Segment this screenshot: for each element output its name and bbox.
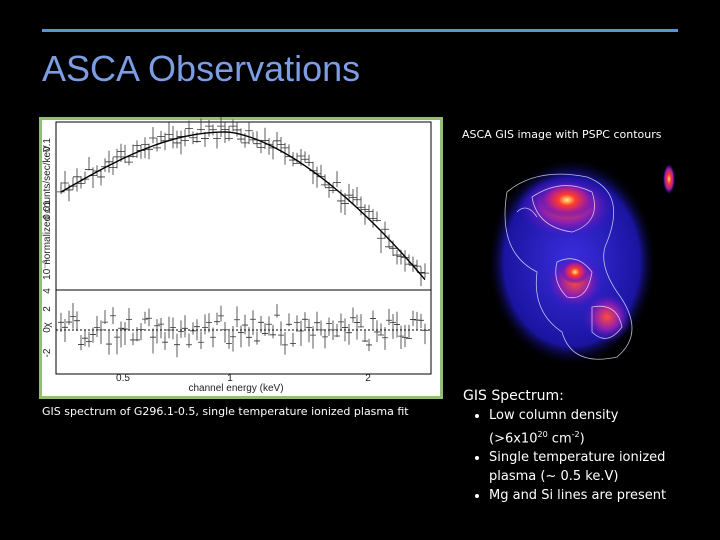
residual-tick-label: 2	[42, 306, 53, 312]
x-axis-label: channel energy (keV)	[188, 383, 283, 394]
superscript: 20	[537, 430, 548, 439]
spectrum-data-graphic	[57, 117, 429, 358]
bullet-text: Mg and Si lines are present	[489, 488, 667, 504]
notes: GIS Spectrum: Low column density (>6x102…	[463, 388, 678, 505]
residual-axes	[55, 289, 432, 375]
figure-frame	[39, 117, 443, 399]
y-tick-label: 0.01	[42, 200, 53, 220]
bullet: Mg and Si lines are present	[489, 486, 678, 505]
xray-image	[487, 162, 675, 367]
image-caption: ASCA GIS image with PSPC contours	[462, 128, 662, 141]
spectrum-figure: normalized counts/sec/keV 0.1 0.01 10⁻³ …	[39, 117, 443, 399]
x-tick-label: 1	[227, 373, 233, 384]
y-axis-label: normalized counts/sec/keV	[42, 145, 53, 265]
superscript: -2	[571, 430, 580, 439]
spectrum-graphic	[58, 302, 428, 358]
bullet-text: Low column density (>6x10	[489, 408, 619, 447]
spectrum-caption: GIS spectrum of G296.1-0.5, single tempe…	[42, 405, 409, 418]
slide-title: ASCA Observations	[42, 48, 361, 89]
residual-tick-label: 4	[42, 288, 53, 294]
x-tick-label: 0.5	[116, 373, 130, 384]
bullet: Low column density (>6x1020 cm-2)	[489, 406, 678, 448]
bullet: Single temperature ionized plasma (~ 0.5…	[489, 448, 678, 486]
bullet-text: )	[579, 431, 585, 447]
y-tick-label: 10⁻³	[42, 259, 53, 279]
y-tick-label: 0.1	[42, 138, 53, 152]
residual-axis-label: χ	[42, 322, 53, 328]
bullet-list: Low column density (>6x1020 cm-2)Single …	[463, 406, 678, 505]
title-rule	[42, 29, 678, 32]
bullet-text: Single temperature ionized plasma (~ 0.5…	[489, 450, 666, 485]
residual-tick-label: 0	[42, 327, 53, 333]
residual-tick-label: -2	[42, 348, 53, 357]
x-tick-label: 2	[365, 373, 371, 384]
spectrum-graphic	[60, 131, 426, 281]
bullet-text: cm	[547, 431, 572, 447]
notes-heading: GIS Spectrum:	[463, 388, 564, 404]
